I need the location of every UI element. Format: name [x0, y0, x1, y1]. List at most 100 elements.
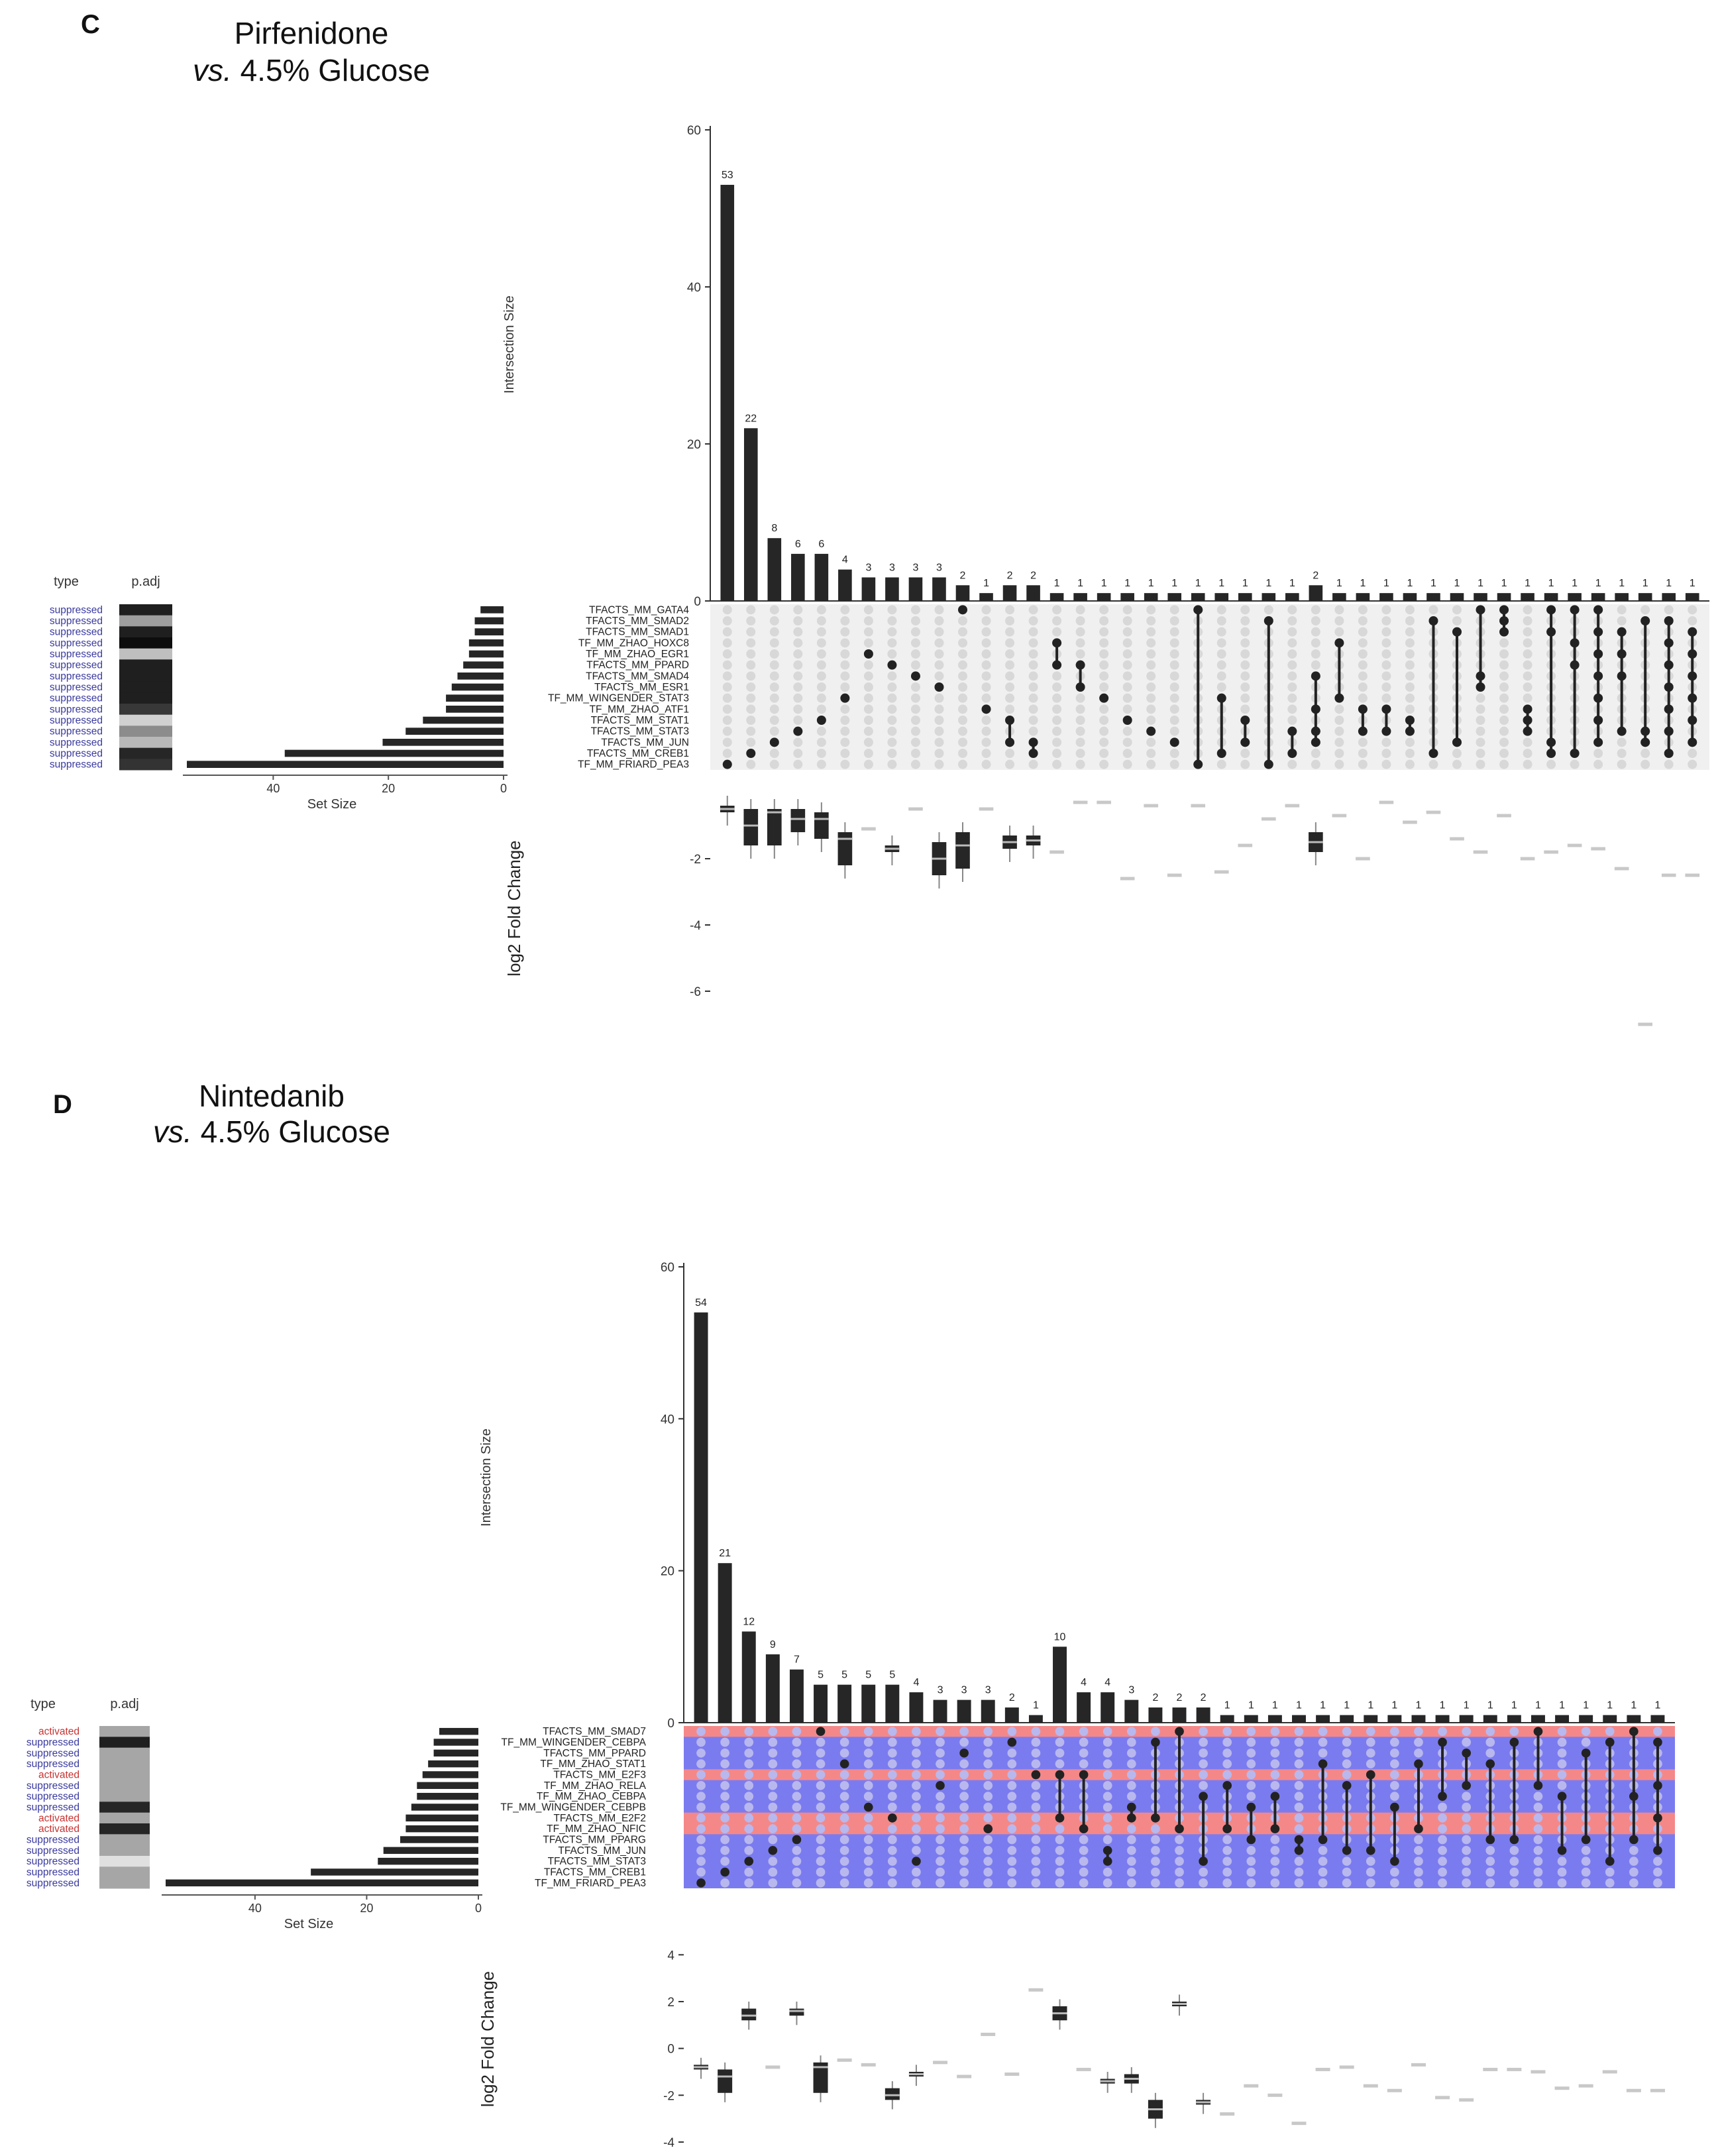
panel-d-matrix-dot-inactive [839, 1748, 849, 1758]
panel-d-set-label: TF_MM_WINGENDER_CEBPB [500, 1802, 646, 1813]
panel-c-fold-change-tick-label: -4 [690, 919, 701, 933]
panel-c-matrix-dot-active [1240, 737, 1250, 747]
panel-c-matrix-dot-inactive [1005, 759, 1015, 769]
panel-d-intersection-bar [1316, 1715, 1330, 1723]
panel-d-set-size-bar [439, 1727, 478, 1735]
panel-c-matrix-dot-inactive [958, 627, 967, 637]
panel-c-intersection-bar [1568, 593, 1582, 601]
panel-c-matrix-dot-inactive [1146, 638, 1156, 648]
panel-d-matrix-dot-inactive [696, 1802, 706, 1812]
panel-c-matrix-dot-inactive [1169, 749, 1179, 758]
panel-c-y-tick-label: 40 [687, 281, 701, 295]
panel-c-heatmap-padj-cell [119, 604, 172, 616]
panel-d-matrix-dot-inactive [1581, 1845, 1591, 1855]
panel-c-intersection-bar-label: 3 [889, 562, 895, 573]
panel-c-matrix-dot-inactive [722, 605, 732, 615]
panel-d-matrix-dot-inactive [839, 1845, 849, 1855]
panel-d-matrix-dot-inactive [959, 1857, 969, 1866]
panel-c-intersection-bar-label: 2 [960, 570, 966, 581]
panel-c-set-label: TFACTS_MM_SMAD2 [586, 616, 689, 627]
panel-c-matrix-dot-inactive [981, 693, 991, 703]
panel-c-matrix-dot-inactive [1028, 716, 1038, 725]
panel-c-matrix-dot-inactive [1122, 649, 1132, 659]
panel-d-matrix-dot-inactive [1533, 1824, 1543, 1834]
panel-c-matrix-dot-active [1311, 726, 1320, 736]
panel-c-matrix-dot-inactive [1099, 649, 1109, 659]
panel-d-matrix-dot-inactive [1151, 1835, 1160, 1845]
panel-c-matrix-dot-inactive [746, 716, 756, 725]
panel-d-matrix-dot-inactive [720, 1737, 730, 1747]
panel-d-matrix-dot-inactive [816, 1737, 826, 1747]
panel-d-intersection-bar-label: 1 [1296, 1700, 1302, 1711]
panel-d-fold-change-single [1076, 2067, 1091, 2071]
panel-d-matrix-dot-inactive [912, 1770, 921, 1780]
panel-c-matrix-dot-inactive [1169, 726, 1179, 736]
panel-d-matrix-dot-inactive [1509, 1867, 1519, 1877]
panel-d-matrix-dot-inactive [1079, 1737, 1089, 1747]
panel-c-matrix-dot-inactive [722, 716, 732, 725]
panel-d-matrix-dot-active [1653, 1813, 1662, 1823]
panel-d-matrix-dot-inactive [936, 1792, 945, 1802]
panel-c-set-label: TFACTS_MM_STAT1 [591, 715, 689, 726]
panel-c-intersection-bar [791, 553, 805, 601]
panel-d-matrix-dot-inactive [1557, 1737, 1567, 1747]
panel-c-intersection-bar [1638, 593, 1652, 601]
panel-d-matrix-dot-active [1318, 1759, 1328, 1769]
panel-c-intersection-bar [1521, 593, 1534, 601]
panel-c-fold-change-single [1426, 810, 1441, 814]
panel-c-matrix-dot-inactive [887, 649, 897, 659]
panel-c-set-size-bar [468, 639, 504, 647]
panel-d-matrix-dot-inactive [816, 1770, 826, 1780]
panel-c-intersection-bar [1167, 593, 1182, 601]
panel-c-intersection-bar [1097, 593, 1111, 601]
panel-c-matrix-dot-inactive [1028, 726, 1038, 736]
panel-d-matrix-dot-inactive [983, 1813, 993, 1823]
panel-c-heatmap-type-label: suppressed [50, 748, 103, 759]
panel-c-matrix-dot-inactive [1381, 693, 1391, 703]
panel-d-matrix-dot-active [1175, 1824, 1184, 1834]
panel-c-matrix-dot-inactive [981, 605, 991, 615]
panel-c-matrix-dot-inactive [840, 682, 850, 692]
panel-d-intersection-bar [1267, 1715, 1282, 1723]
panel-d-matrix-dot-inactive [959, 1835, 969, 1845]
panel-c-matrix-dot-active [1546, 605, 1556, 615]
panel-d-intersection-bar [1531, 1715, 1545, 1723]
panel-d-matrix-dot-inactive [863, 1780, 873, 1790]
panel-c-matrix-dot-inactive [981, 627, 991, 637]
panel-c-matrix-dot-active [1311, 704, 1320, 714]
panel-c-matrix-dot-inactive [1122, 638, 1132, 648]
panel-d-matrix-dot-inactive [887, 1845, 897, 1855]
panel-d-matrix-dot-active [1151, 1813, 1160, 1823]
panel-d-matrix-dot-inactive [768, 1759, 778, 1769]
panel-d-matrix-dot-inactive [720, 1857, 730, 1866]
panel-d-matrix-dot-active [1318, 1835, 1328, 1845]
panel-c-matrix-dot-inactive [1499, 759, 1509, 769]
panel-c-matrix-dot-inactive [816, 627, 826, 637]
panel-c-matrix-dot-inactive [1122, 682, 1132, 692]
panel-c-matrix-dot-inactive [1052, 704, 1062, 714]
panel-d-intersection-bar [1603, 1715, 1617, 1723]
panel-d-matrix-dot-inactive [1007, 1845, 1017, 1855]
panel-c-matrix-dot-active [1664, 726, 1674, 736]
panel-d-intersection-bar-label: 1 [1631, 1700, 1637, 1711]
panel-d-matrix-dot-inactive [1055, 1878, 1065, 1888]
panel-c-matrix-dot-inactive [769, 682, 779, 692]
panel-c-matrix-dot-inactive [1169, 716, 1179, 725]
panel-d-matrix-dot-inactive [696, 1845, 706, 1855]
panel-c-matrix-dot-inactive [722, 749, 732, 758]
panel-d-matrix-dot-inactive [720, 1845, 730, 1855]
panel-d-matrix-dot-inactive [720, 1748, 730, 1758]
panel-c-matrix-dot-inactive [1476, 693, 1485, 703]
panel-d-matrix-dot-active [839, 1759, 849, 1769]
panel-d-matrix-dot-inactive [1557, 1748, 1567, 1758]
panel-d-matrix-dot-inactive [1294, 1748, 1304, 1758]
panel-c-matrix-dot-inactive [1075, 616, 1085, 625]
panel-c-matrix-dot-inactive [816, 605, 826, 615]
panel-c-set-label: TFACTS_MM_CREB1 [587, 748, 689, 759]
panel-c-intersection-bar [1615, 593, 1629, 601]
panel-d-matrix-dot-inactive [768, 1792, 778, 1802]
panel-c-matrix-dot-active [1428, 749, 1438, 758]
panel-c-subtitle-rest: 4.5% Glucose [232, 53, 430, 87]
panel-d-matrix-dot-inactive [1246, 1867, 1256, 1877]
panel-c-intersection-bar [1214, 593, 1229, 601]
